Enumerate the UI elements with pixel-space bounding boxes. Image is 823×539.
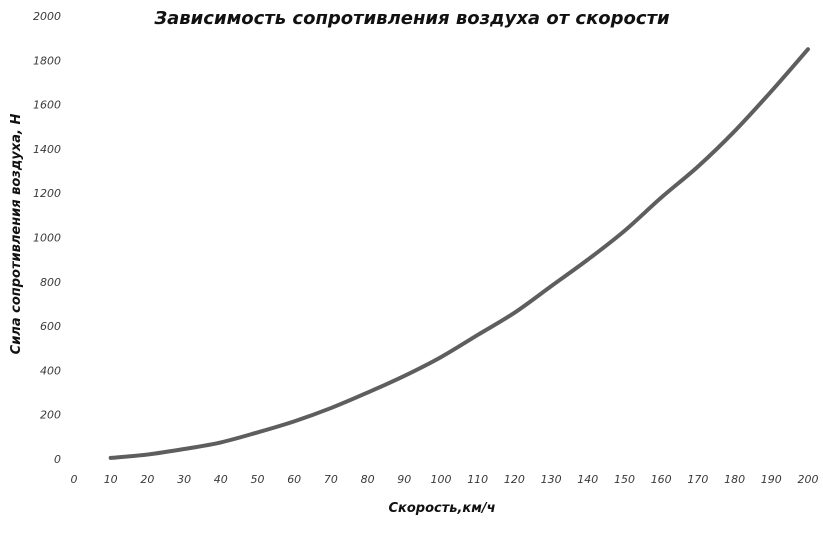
x-tick-label: 110	[467, 473, 488, 486]
y-tick-label: 600	[40, 320, 61, 333]
x-tick-label: 170	[687, 473, 708, 486]
x-tick-label: 70	[324, 473, 338, 486]
x-tick-label: 200	[798, 473, 819, 486]
x-tick-label: 30	[177, 473, 191, 486]
x-tick-label: 40	[214, 473, 228, 486]
y-tick-label: 400	[40, 364, 61, 377]
y-tick-label: 0	[54, 453, 61, 466]
y-axis-label: Сила сопротивления воздуха, Н	[9, 114, 24, 355]
y-tick-label: 1000	[33, 232, 61, 245]
x-tick-label: 190	[761, 473, 782, 486]
x-tick-label: 120	[504, 473, 525, 486]
x-tick-label: 80	[361, 473, 375, 486]
y-tick-label: 800	[40, 276, 61, 289]
y-tick-label: 2000	[33, 10, 61, 23]
x-tick-label: 90	[397, 473, 411, 486]
x-tick-label: 50	[251, 473, 265, 486]
plot-area	[108, 47, 810, 460]
y-tick-label: 1200	[33, 187, 61, 200]
y-tick-label: 1400	[33, 143, 61, 156]
x-tick-label: 100	[431, 473, 452, 486]
x-tick-label: 140	[577, 473, 598, 486]
y-tick-label: 200	[40, 409, 61, 422]
x-tick-label: 180	[724, 473, 745, 486]
x-tick-label: 150	[614, 473, 635, 486]
y-tick-label: 1800	[33, 54, 61, 67]
y-axis-ticks: 0 200 400 600 800 1000 1200 1400 1600 1800 2000	[33, 10, 61, 466]
x-tick-label: 130	[541, 473, 562, 486]
chart-title: Зависимость сопротивления воздуха от ско…	[153, 8, 670, 29]
series-line	[108, 47, 810, 460]
x-axis-ticks: 0 10 20 30 40 50 60 70 80 90 100 110 120 130 140 150 160…	[71, 473, 819, 486]
x-tick-label: 0	[71, 473, 78, 486]
x-tick-label: 10	[104, 473, 118, 486]
x-axis-label: Скорость,км/ч	[388, 501, 495, 516]
x-tick-label: 60	[287, 473, 301, 486]
x-tick-label: 160	[651, 473, 672, 486]
y-tick-label: 1600	[33, 99, 61, 112]
x-tick-label: 20	[140, 473, 154, 486]
